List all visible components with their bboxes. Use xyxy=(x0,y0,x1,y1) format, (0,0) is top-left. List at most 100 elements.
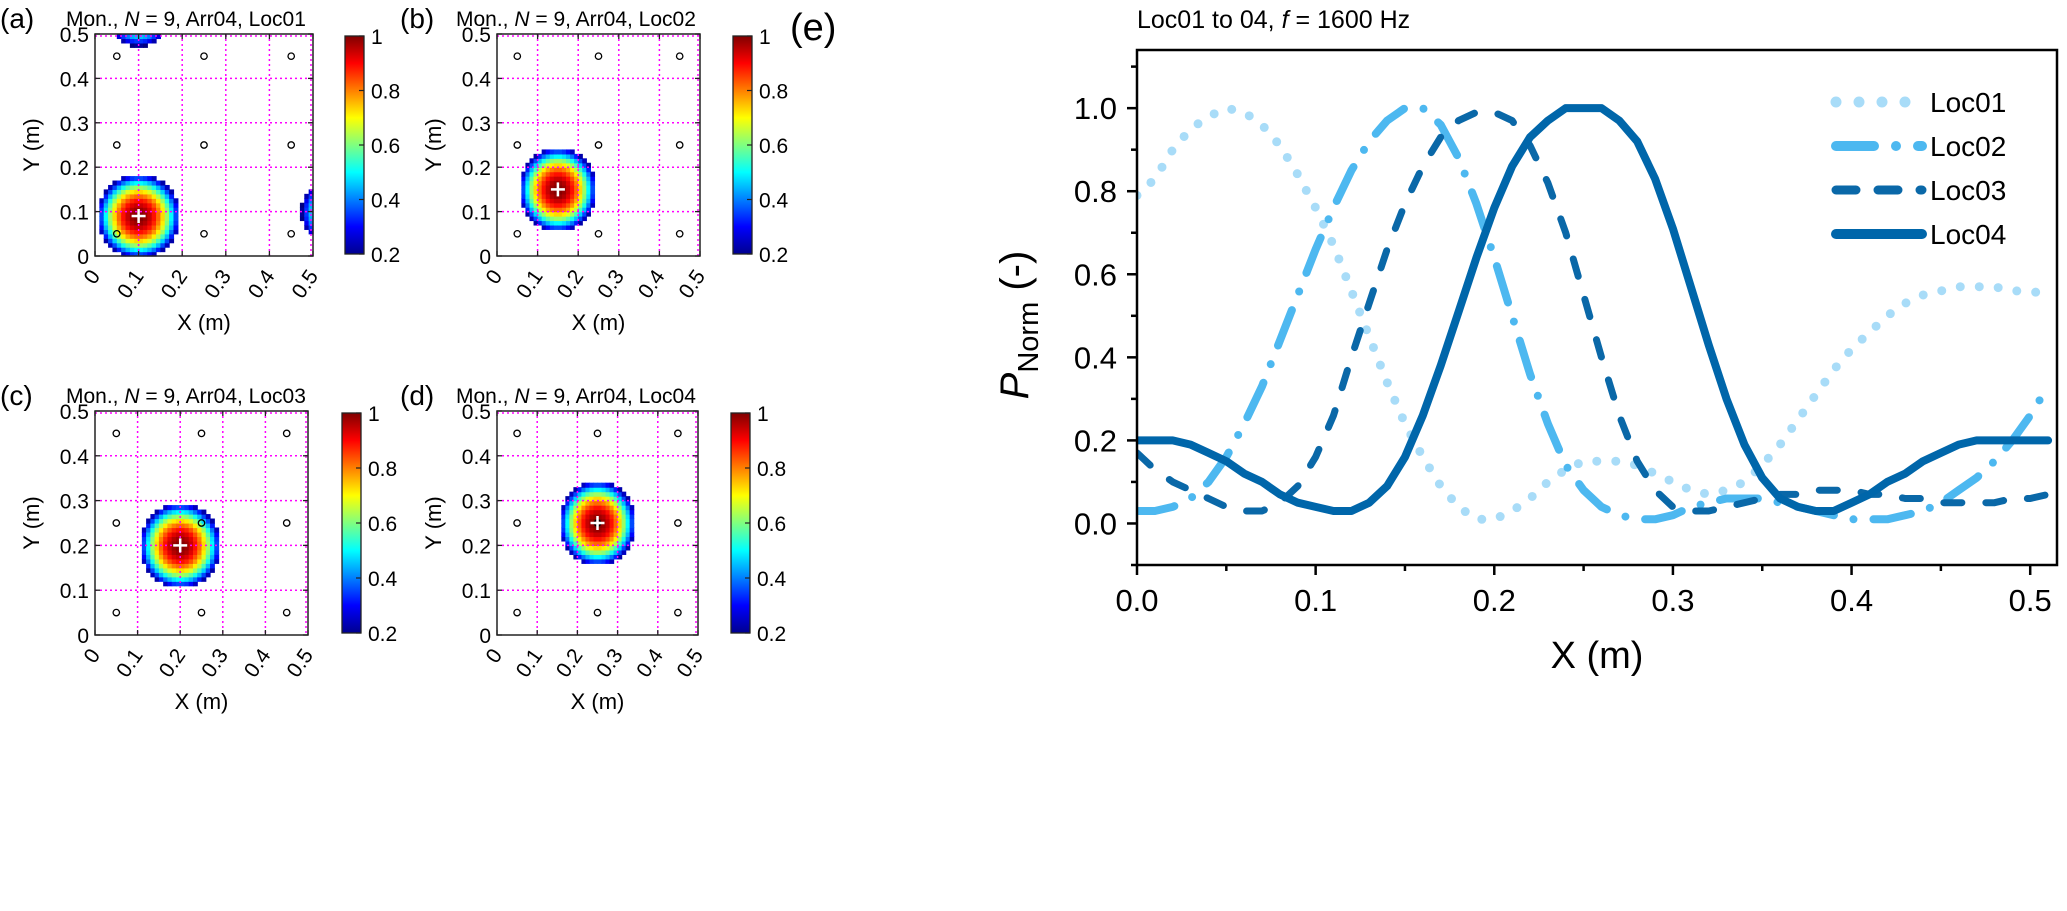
heatmap-cell xyxy=(164,189,170,195)
heatmap-cell xyxy=(525,189,531,195)
x-tick-label: 0.5 xyxy=(673,645,709,682)
heatmap-cell xyxy=(197,509,203,515)
heatmap-cell xyxy=(197,549,203,555)
heatmap-cell xyxy=(597,514,603,520)
heatmap-cell xyxy=(601,496,607,502)
y-tick-label: 0.5 xyxy=(462,24,491,47)
heatmap-cell xyxy=(205,531,211,538)
heatmap-cell xyxy=(163,514,169,520)
heatmap-cell xyxy=(197,563,203,569)
colorbar-tick-label: 0.2 xyxy=(371,244,400,267)
heatmap-cell xyxy=(163,523,169,529)
heatmap-cell xyxy=(158,576,164,582)
heatmap-cell xyxy=(561,149,567,155)
heatmap-cell xyxy=(308,193,314,199)
heatmap-cell xyxy=(188,509,194,515)
heatmap-cell xyxy=(138,211,144,217)
heatmap-cell xyxy=(629,527,635,533)
heatmap-cell xyxy=(163,518,169,524)
heatmap-cell xyxy=(577,540,583,546)
heatmap-cell xyxy=(175,509,181,515)
heatmap-cell xyxy=(573,505,578,511)
microphone-marker xyxy=(674,429,682,438)
heatmap-cell xyxy=(169,207,175,213)
heatmap-cell xyxy=(581,536,587,542)
heatmap-cell xyxy=(164,224,170,230)
heatmap-cell xyxy=(134,220,140,226)
microphone-marker xyxy=(112,608,121,617)
colorbar-tick-label: 1 xyxy=(371,26,383,49)
heatmap-cell xyxy=(108,193,114,199)
heatmap-cell xyxy=(156,238,161,244)
heatmap-cell xyxy=(299,207,305,213)
heatmap-cell xyxy=(589,491,595,497)
heatmap-cell xyxy=(150,531,156,538)
microphone-marker xyxy=(282,519,291,527)
heatmap-cell xyxy=(169,229,175,235)
heatmap-cell xyxy=(566,162,571,168)
heatmap-cell xyxy=(164,216,170,222)
heatmap-cell xyxy=(108,184,114,190)
heatmap-cell xyxy=(609,554,615,560)
series-line-loc01 xyxy=(1137,103,2053,524)
heatmap-cell xyxy=(175,567,181,573)
y-tick-label: 0 xyxy=(77,246,89,269)
heatmap-cell xyxy=(163,572,169,578)
heatmap-cell xyxy=(586,167,591,173)
heatmap-cell xyxy=(557,149,563,155)
heatmap-cell xyxy=(533,216,539,222)
heatmap-cell xyxy=(197,572,203,578)
heatmap-cell xyxy=(613,514,619,520)
heatmap-cell xyxy=(570,207,575,213)
microphone-marker xyxy=(593,608,602,617)
heatmap-cell xyxy=(169,189,175,195)
heatmap-cell xyxy=(188,518,194,524)
heatmap-cell xyxy=(569,505,574,511)
heatmap-cell xyxy=(125,216,131,222)
heatmap-cell xyxy=(529,193,535,199)
heatmap-cell xyxy=(589,545,595,551)
heatmap-cell xyxy=(566,153,571,159)
heatmap-cell xyxy=(609,482,615,488)
heatmap-cell xyxy=(605,554,611,560)
heatmap-cell xyxy=(537,171,543,177)
heatmap-cell xyxy=(192,509,198,515)
heatmap-cell xyxy=(557,193,563,199)
heatmap-cell xyxy=(171,549,177,555)
heatmap-cell xyxy=(537,180,543,186)
heatmap-cell xyxy=(541,167,547,173)
heatmap-cell xyxy=(164,229,170,235)
heatmap-cell xyxy=(545,224,551,230)
heatmap-cell xyxy=(589,518,595,524)
heatmap-cell xyxy=(617,514,623,520)
heatmap-cell xyxy=(573,496,578,502)
heatmap-cell xyxy=(151,34,157,40)
heatmap-cell xyxy=(561,527,566,533)
heatmap-cell xyxy=(134,207,140,213)
heatmap-cell xyxy=(192,527,198,533)
heatmap-cell xyxy=(112,189,118,195)
x-tick-label: 0.1 xyxy=(512,266,548,303)
heatmap-cell xyxy=(205,558,211,564)
heatmap-cell xyxy=(167,554,173,560)
heatmap-cell xyxy=(593,487,599,493)
heatmap-cell xyxy=(192,576,198,582)
heatmap-cell xyxy=(125,184,131,190)
heatmap-cell xyxy=(158,514,164,520)
heatmap-cell xyxy=(573,540,578,546)
heatmap-cell xyxy=(593,482,599,488)
heatmap-cell xyxy=(173,211,179,217)
heatmap-cell xyxy=(138,207,144,213)
heatmap-cell xyxy=(167,572,173,578)
heatmap-cell xyxy=(570,158,575,164)
heatmap-cell xyxy=(210,531,215,538)
heatmap-cell xyxy=(142,38,148,44)
colorbar-tick-label: 0.8 xyxy=(368,458,397,481)
heatmap-cell xyxy=(621,527,627,533)
heatmap-cell xyxy=(537,153,543,159)
heatmap-cell xyxy=(609,500,615,506)
heatmap-cell xyxy=(545,171,551,177)
heatmap-cell xyxy=(210,554,215,560)
heatmap-cell xyxy=(125,189,131,195)
heatmap-cell xyxy=(589,514,595,520)
